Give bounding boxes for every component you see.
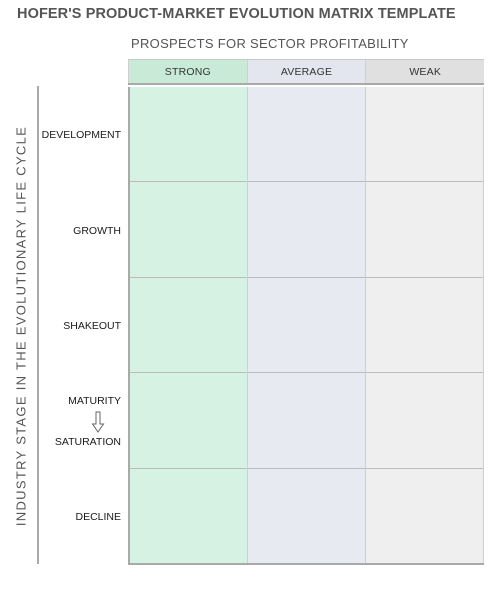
matrix-cell-weak-maturity[interactable] bbox=[366, 373, 483, 469]
matrix-cell-strong-decline[interactable] bbox=[130, 468, 247, 564]
matrix-cell-average-shakeout[interactable] bbox=[248, 277, 365, 374]
matrix-column-weak bbox=[366, 87, 484, 564]
y-axis-title: INDUSTRY STAGE IN THE EVOLUTIONARY LIFE … bbox=[13, 125, 29, 527]
matrix-grid bbox=[128, 87, 484, 565]
column-header-weak: WEAK bbox=[366, 60, 485, 83]
stage-label-growth: GROWTH bbox=[73, 225, 121, 237]
stage-label-shakeout: SHAKEOUT bbox=[63, 320, 121, 332]
matrix-column-average bbox=[248, 87, 366, 564]
column-header-average: AVERAGE bbox=[247, 60, 367, 83]
matrix-cell-strong-development[interactable] bbox=[130, 87, 247, 183]
column-header-row: STRONG AVERAGE WEAK bbox=[128, 59, 485, 85]
arrow-down-icon bbox=[91, 411, 105, 433]
stage-label-maturity: MATURITY bbox=[68, 395, 121, 407]
matrix-column-strong bbox=[130, 87, 248, 564]
matrix-cell-strong-growth[interactable] bbox=[130, 182, 247, 278]
matrix-cell-average-growth[interactable] bbox=[248, 182, 365, 278]
matrix-cell-average-maturity[interactable] bbox=[248, 373, 365, 469]
page-title: HOFER'S PRODUCT-MARKET EVOLUTION MATRIX … bbox=[17, 6, 456, 22]
stage-label-saturation: SATURATION bbox=[54, 436, 121, 448]
stage-label-development: DEVELOPMENT bbox=[41, 129, 121, 141]
matrix-cell-strong-maturity[interactable] bbox=[130, 373, 247, 469]
matrix-cell-weak-shakeout[interactable] bbox=[366, 277, 483, 374]
x-axis-title: PROSPECTS FOR SECTOR PROFITABILITY bbox=[131, 36, 409, 51]
y-axis-line bbox=[37, 86, 39, 564]
matrix-cell-average-decline[interactable] bbox=[248, 468, 365, 564]
matrix-cell-weak-development[interactable] bbox=[366, 87, 483, 183]
stage-label-decline: DECLINE bbox=[75, 511, 121, 523]
matrix-cell-weak-growth[interactable] bbox=[366, 182, 483, 278]
matrix-cell-weak-decline[interactable] bbox=[366, 468, 483, 564]
matrix-cell-strong-shakeout[interactable] bbox=[130, 277, 247, 374]
matrix-cell-average-development[interactable] bbox=[248, 87, 365, 183]
column-header-strong: STRONG bbox=[128, 60, 248, 83]
